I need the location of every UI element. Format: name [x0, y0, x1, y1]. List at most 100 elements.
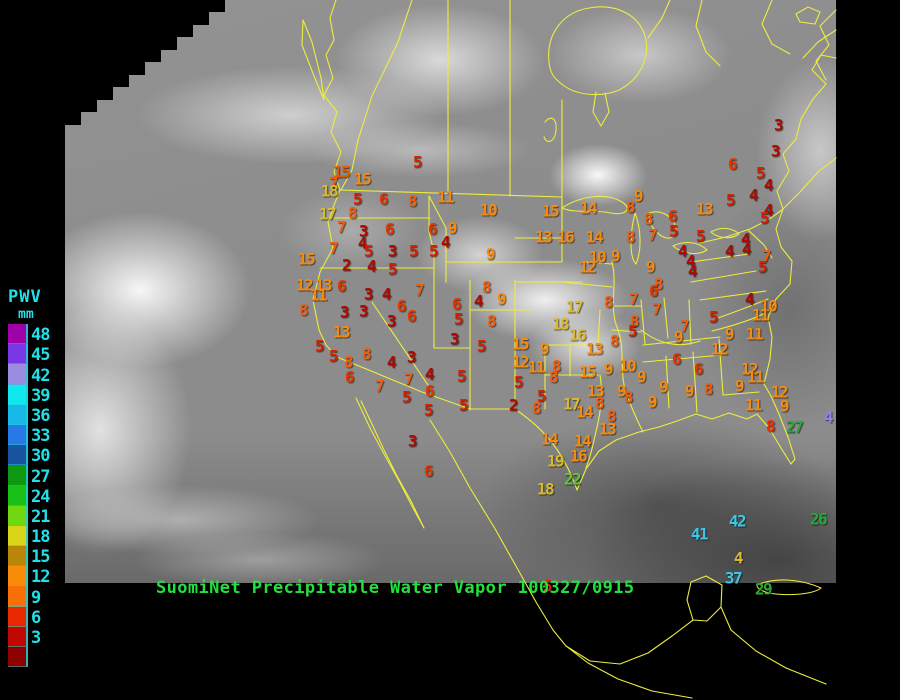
pwv-station-value: 15 — [297, 249, 316, 269]
pwv-station-value: 6 — [406, 306, 417, 326]
pwv-station-value: 4 — [440, 232, 451, 252]
pwv-station-value: 4 — [763, 200, 774, 220]
pwv-station-value: 15 — [353, 169, 372, 189]
pwv-station-value: 5 — [423, 400, 434, 420]
pwv-station-value: 3 — [449, 329, 460, 349]
legend-row: 45 — [8, 344, 51, 366]
pwv-station-value: 8 — [603, 292, 614, 312]
pwv-station-value: 4 — [366, 256, 377, 276]
pwv-station-value: 12 — [740, 359, 759, 379]
pwv-station-value: 4 — [724, 241, 735, 261]
pwv-station-value: 7 — [374, 376, 385, 396]
mississippi-river — [561, 196, 644, 433]
hudson-bay — [548, 6, 648, 127]
pwv-station-value: 4 — [381, 284, 392, 304]
legend-value: 3 — [31, 628, 41, 648]
pwv-station-value: 5 — [668, 221, 679, 241]
pwv-station-value: 8 — [623, 387, 634, 407]
pwv-station-value: 5 — [476, 336, 487, 356]
pwv-station-value: 9 — [485, 244, 496, 264]
legend-unit: mm — [18, 307, 34, 322]
legend-row: 42 — [8, 364, 51, 386]
pwv-station-value: 6 — [667, 206, 678, 226]
pwv-station-value: 11 — [436, 187, 455, 207]
legend-swatch — [8, 424, 28, 446]
legend-swatch — [8, 384, 28, 405]
pwv-station-value: 5 — [363, 241, 374, 261]
pwv-station-value: 13 — [534, 227, 553, 247]
pwv-station-value: 5 — [695, 226, 706, 246]
legend-row: 15 — [8, 546, 51, 568]
legend-row: 3 — [8, 626, 49, 648]
pwv-station-value: 5 — [387, 259, 398, 279]
legend-rows: 48 45 42 39 36 33 30 27 24 21 18 15 12 9 6 3 — [8, 324, 51, 668]
pwv-station-value: 37 — [724, 568, 743, 588]
pwv-station-value: 17 — [565, 297, 584, 317]
pwv-station-value: 18 — [536, 479, 555, 499]
pwv-station-value: 4 — [677, 241, 688, 261]
pwv-station-value: 5 — [401, 387, 412, 407]
pwv-station-value: 9 — [539, 339, 550, 359]
pwv-station-value: 12 — [511, 352, 530, 372]
legend-value: 45 — [31, 345, 51, 366]
pwv-station-value: 9 — [603, 359, 614, 379]
pwv-station-value: 9 — [636, 367, 647, 387]
pwv-station-value: 4 — [424, 364, 435, 384]
pwv-station-value: 4 — [473, 291, 484, 311]
pwv-station-value: 3 — [358, 221, 369, 241]
pwv-station-value: 18 — [551, 314, 570, 334]
legend-row: 12 — [8, 566, 51, 588]
legend-row: 36 — [8, 404, 51, 425]
pwv-station-value: 13 — [598, 419, 617, 439]
central-america — [720, 606, 827, 685]
pwv-station-value: 4 — [687, 261, 698, 281]
pwv-station-value: 19 — [546, 451, 565, 471]
state-line-idaho — [428, 195, 447, 283]
florida — [756, 383, 796, 465]
legend-value: 12 — [31, 567, 51, 588]
pwv-station-value: 14 — [575, 402, 594, 422]
legend-row: 30 — [8, 445, 51, 466]
pwv-station-value: 6 — [336, 276, 347, 296]
pwv-station-value: 6 — [671, 349, 682, 369]
pwv-station-value: 9 — [647, 392, 658, 412]
legend-swatch — [8, 404, 28, 425]
legend-value: 33 — [31, 426, 51, 447]
legend-swatch — [8, 626, 28, 647]
vancouver-island — [301, 19, 325, 101]
pwv-station-value: 9 — [633, 186, 644, 206]
pwv-station-value: 4 — [740, 229, 751, 249]
pwv-station-value: 2 — [341, 255, 352, 275]
legend-row: 33 — [8, 424, 51, 447]
pwv-station-value: 18 — [320, 181, 339, 201]
pwv-station-value: 14 — [540, 429, 559, 449]
legend-swatch — [8, 364, 28, 385]
pwv-station-value: 42 — [728, 511, 747, 531]
pwv-station-value: 6 — [693, 359, 704, 379]
pwv-station-value: 7 — [328, 238, 339, 258]
pwv-station-value: 6 — [424, 381, 435, 401]
lake-huron — [648, 211, 677, 239]
pwv-station-value: 13 — [314, 275, 333, 295]
legend-row: 18 — [8, 525, 51, 547]
legend-value: 6 — [31, 607, 41, 628]
pwv-station-value: 9 — [616, 381, 627, 401]
pwv-station-value: 14 — [579, 198, 598, 218]
pwv-station-value: 7 — [403, 369, 414, 389]
legend-value: 15 — [31, 547, 51, 568]
pwv-station-value: 9 — [610, 246, 621, 266]
pwv-station-value: 8 — [548, 367, 559, 387]
pwv-station-value: 6 — [384, 219, 395, 239]
pwv-station-value: 10 — [588, 247, 607, 267]
legend-swatch — [8, 445, 28, 466]
south-lines — [642, 336, 760, 413]
pwv-station-value: 11 — [751, 305, 770, 325]
pwv-legend: PWV mm 48 45 42 39 36 33 30 27 24 21 18 15 12 9 6 3 — [8, 289, 51, 668]
pwv-station-value: 5 — [458, 395, 469, 415]
pwv-station-value: 14 — [573, 431, 592, 451]
legend-value: 42 — [31, 365, 51, 386]
legend-value: 24 — [31, 486, 51, 507]
pwv-station-value: 11 — [527, 357, 546, 377]
legend-row: 21 — [8, 505, 51, 526]
